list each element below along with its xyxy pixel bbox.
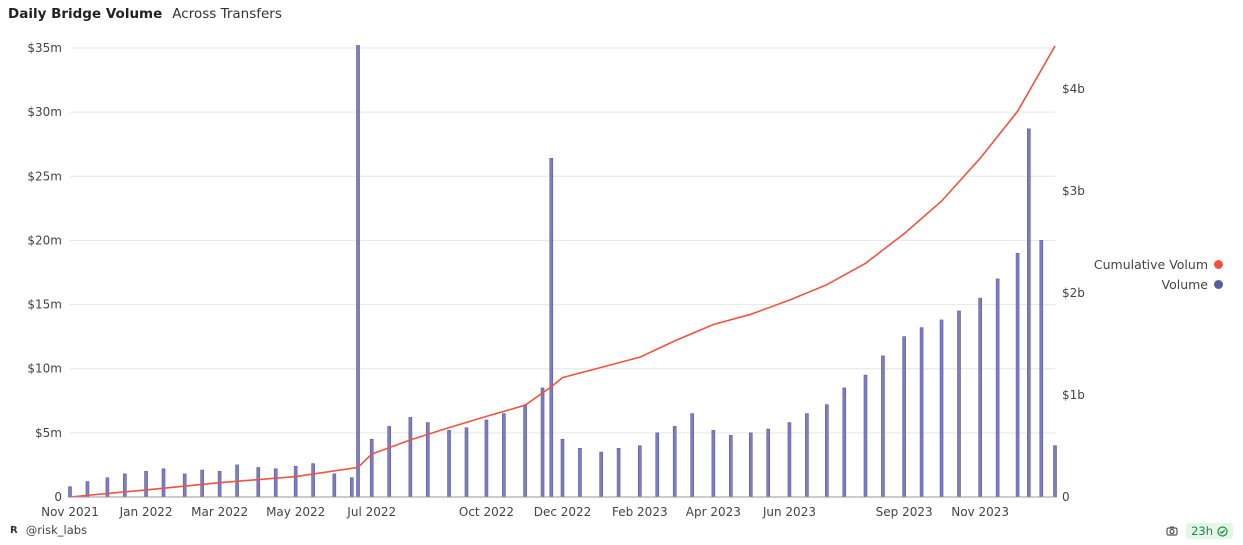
brand-logo-icon: R — [10, 524, 18, 536]
volume-bar — [919, 327, 924, 498]
chart-header: Daily Bridge Volume Across Transfers — [8, 6, 282, 26]
volume-bar — [995, 278, 1000, 498]
right-axis-tick-label: $3b — [1062, 184, 1085, 198]
x-axis-tick-label: Mar 2022 — [191, 505, 248, 519]
right-axis-tick-label: $1b — [1062, 388, 1085, 402]
x-axis-tick-label: Nov 2023 — [951, 505, 1009, 519]
legend-item-volume[interactable]: Volume — [1094, 274, 1223, 294]
volume-bars — [68, 45, 1057, 498]
volume-bar — [408, 417, 413, 498]
volume-bar — [68, 486, 72, 498]
grid-lines — [70, 47, 1055, 498]
volume-bar — [540, 387, 545, 498]
left-axis-tick-label: $30m — [27, 105, 62, 119]
chart-title: Daily Bridge Volume — [8, 6, 163, 22]
volume-bar — [560, 438, 565, 498]
volume-bar — [369, 438, 374, 498]
author-handle[interactable]: @risk_labs — [25, 523, 88, 537]
camera-icon[interactable] — [1166, 525, 1178, 537]
refresh-time: 23h — [1191, 524, 1213, 538]
volume-bar — [464, 427, 469, 498]
left-axis-tick-label: $35m — [27, 41, 62, 55]
volume-bar — [502, 413, 506, 498]
volume-bar — [332, 473, 337, 498]
axes: 0 $5m $10m $15m $20m $25m $30m $35m 0 $1b $2b $3b $4… — [27, 41, 1084, 519]
volume-bar — [616, 447, 621, 498]
x-axis-tick-label: Oct 2022 — [459, 505, 514, 519]
legend-label-cumulative: Cumulative Volum — [1093, 256, 1208, 272]
volume-bar — [599, 451, 603, 498]
volume-bar — [161, 468, 166, 498]
volume-bar — [939, 319, 944, 498]
volume-bar — [1039, 240, 1044, 498]
volume-bar — [902, 336, 906, 498]
volume-bar — [256, 467, 261, 498]
volume-bar — [484, 419, 489, 498]
volume-bar — [766, 428, 771, 498]
volume-bar — [311, 463, 315, 498]
volume-bar — [523, 404, 527, 498]
x-axis-tick-label: Jul 2022 — [346, 505, 396, 519]
volume-bar — [387, 426, 391, 498]
volume-bar — [863, 374, 868, 498]
volume-bar — [881, 355, 885, 498]
legend-label-volume: Volume — [1161, 276, 1209, 292]
check-circle-icon — [1217, 525, 1228, 537]
volume-bar — [672, 426, 677, 498]
volume-bar — [549, 158, 554, 498]
volume-bar — [144, 471, 148, 498]
right-axis-tick-label: $2b — [1062, 286, 1085, 300]
volume-bar — [729, 435, 733, 498]
volume-bar — [356, 45, 360, 498]
volume-bar — [825, 404, 829, 498]
right-axis-tick-label: $4b — [1062, 82, 1085, 96]
volume-bar — [655, 432, 660, 498]
chart-legend: Cumulative Volum Volume — [1094, 254, 1223, 294]
left-axis-tick-label: $15m — [27, 298, 62, 312]
legend-dot-volume — [1214, 279, 1223, 289]
volume-bar — [748, 432, 753, 498]
volume-bar — [123, 473, 127, 498]
volume-bar — [787, 422, 792, 498]
refresh-badge[interactable]: 23h — [1186, 523, 1233, 539]
legend-item-cumulative[interactable]: Cumulative Volum — [1094, 254, 1223, 274]
x-axis-tick-label: Sep 2023 — [876, 505, 933, 519]
x-axis-tick-label: Jun 2023 — [762, 505, 816, 519]
volume-bar — [1015, 252, 1020, 498]
volume-bar — [1053, 445, 1057, 498]
volume-bar — [273, 468, 278, 498]
x-axis-tick-label: Dec 2022 — [534, 505, 592, 519]
cumulative-line-layer — [69, 45, 1056, 498]
left-axis-tick-label: $20m — [27, 233, 62, 247]
x-axis-tick-label: May 2022 — [266, 505, 325, 519]
right-axis-tick-label: 0 — [1062, 490, 1070, 504]
left-axis-tick-label: $10m — [27, 362, 62, 376]
volume-bar — [805, 413, 809, 498]
volume-bar — [978, 297, 982, 498]
volume-bar — [690, 413, 694, 498]
left-axis-tick-label: $25m — [27, 169, 62, 183]
x-axis-tick-label: Jan 2022 — [119, 505, 173, 519]
footer-actions: 23h — [1166, 523, 1233, 539]
chart-subtitle: Across Transfers — [172, 6, 282, 22]
volume-bar — [217, 471, 222, 498]
volume-bar — [957, 310, 961, 498]
volume-bar — [711, 429, 716, 498]
volume-bar — [1027, 128, 1031, 498]
volume-bar — [349, 477, 354, 498]
volume-bar — [447, 429, 451, 498]
volume-bar — [638, 445, 642, 498]
x-axis-tick-label: Feb 2023 — [612, 505, 668, 519]
volume-bar — [293, 465, 298, 498]
cumulative-line — [69, 45, 1056, 498]
x-axis-tick-label: Nov 2021 — [41, 505, 99, 519]
x-axis-tick-label: Apr 2023 — [686, 505, 741, 519]
volume-bar — [842, 387, 847, 498]
footer-attribution: R @risk_labs — [10, 523, 87, 537]
legend-dot-cumulative — [1214, 259, 1223, 269]
left-axis-tick-label: 0 — [54, 490, 62, 504]
left-axis-tick-label: $5m — [35, 426, 62, 440]
volume-bar — [578, 447, 582, 498]
